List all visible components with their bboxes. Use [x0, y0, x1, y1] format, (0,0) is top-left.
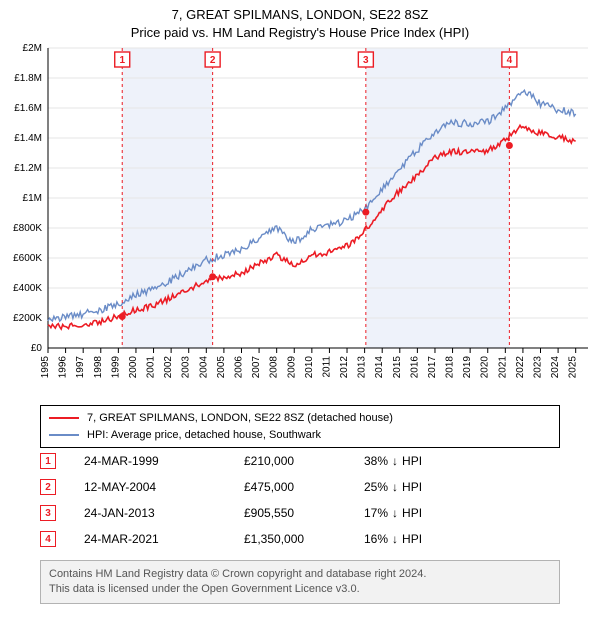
sale-date: 12-MAY-2004	[84, 480, 244, 494]
sale-row: 3 24-JAN-2013£905,55017% ↓ HPI	[40, 500, 560, 526]
sale-date: 24-MAR-2021	[84, 532, 244, 546]
legend-row-subject: 7, GREAT SPILMANS, LONDON, SE22 8SZ (det…	[49, 410, 551, 427]
svg-text:2000: 2000	[128, 356, 139, 379]
sale-marker: 1	[40, 453, 56, 469]
sale-delta: 17% ↓ HPI	[364, 506, 474, 520]
sale-row: 4 24-MAR-2021£1,350,00016% ↓ HPI	[40, 526, 560, 552]
svg-text:£600K: £600K	[13, 253, 42, 264]
attribution-line2: This data is licensed under the Open Gov…	[49, 582, 551, 597]
sale-price: £475,000	[244, 480, 364, 494]
attribution-line1: Contains HM Land Registry data © Crown c…	[49, 567, 551, 582]
svg-text:2007: 2007	[251, 356, 262, 379]
svg-text:1996: 1996	[58, 356, 69, 379]
sale-delta: 16% ↓ HPI	[364, 532, 474, 546]
svg-text:£0: £0	[31, 343, 43, 354]
svg-text:£200K: £200K	[13, 313, 42, 324]
svg-text:1: 1	[119, 55, 125, 66]
svg-text:2021: 2021	[497, 356, 508, 379]
sales-table: 1 24-MAR-1999£210,00038% ↓ HPI 2 12-MAY-200…	[40, 448, 560, 552]
svg-text:2001: 2001	[146, 356, 157, 379]
svg-text:2024: 2024	[550, 356, 561, 379]
sale-price: £1,350,000	[244, 532, 364, 546]
legend-swatch-subject	[49, 417, 79, 419]
svg-text:2004: 2004	[198, 356, 209, 379]
svg-text:2023: 2023	[533, 356, 544, 379]
svg-text:2013: 2013	[357, 356, 368, 379]
svg-text:2015: 2015	[392, 356, 403, 379]
arrow-down-icon: ↓	[392, 532, 398, 546]
svg-text:2: 2	[210, 55, 216, 66]
sale-row: 2 12-MAY-2004£475,00025% ↓ HPI	[40, 474, 560, 500]
arrow-down-icon: ↓	[392, 454, 398, 468]
svg-text:2008: 2008	[269, 356, 280, 379]
svg-text:£1.2M: £1.2M	[14, 163, 42, 174]
svg-text:£1.8M: £1.8M	[14, 73, 42, 84]
svg-text:2025: 2025	[568, 356, 579, 379]
svg-text:4: 4	[507, 55, 513, 66]
svg-text:2003: 2003	[181, 356, 192, 379]
sale-marker: 2	[40, 479, 56, 495]
title-block: 7, GREAT SPILMANS, LONDON, SE22 8SZ Pric…	[0, 0, 600, 41]
sale-price: £905,550	[244, 506, 364, 520]
svg-text:2022: 2022	[515, 356, 526, 379]
attribution: Contains HM Land Registry data © Crown c…	[40, 560, 560, 604]
sale-marker: 4	[40, 531, 56, 547]
svg-text:3: 3	[363, 55, 369, 66]
legend-swatch-hpi	[49, 434, 79, 436]
svg-text:2010: 2010	[304, 356, 315, 379]
svg-text:1999: 1999	[110, 356, 121, 379]
svg-text:2014: 2014	[374, 356, 385, 379]
svg-text:1995: 1995	[40, 356, 51, 379]
svg-text:2006: 2006	[233, 356, 244, 379]
svg-text:1998: 1998	[93, 356, 104, 379]
svg-text:2012: 2012	[339, 356, 350, 379]
sale-delta: 25% ↓ HPI	[364, 480, 474, 494]
address-title: 7, GREAT SPILMANS, LONDON, SE22 8SZ	[0, 6, 600, 24]
svg-text:2002: 2002	[163, 356, 174, 379]
svg-text:£400K: £400K	[13, 283, 42, 294]
svg-text:2009: 2009	[286, 356, 297, 379]
svg-text:£2M: £2M	[23, 43, 42, 54]
svg-text:£1.6M: £1.6M	[14, 103, 42, 114]
subtitle: Price paid vs. HM Land Registry's House …	[0, 24, 600, 42]
sale-price: £210,000	[244, 454, 364, 468]
sale-date: 24-JAN-2013	[84, 506, 244, 520]
legend-label-subject: 7, GREAT SPILMANS, LONDON, SE22 8SZ (det…	[87, 410, 393, 427]
legend: 7, GREAT SPILMANS, LONDON, SE22 8SZ (det…	[40, 405, 560, 448]
svg-text:2005: 2005	[216, 356, 227, 379]
svg-text:2019: 2019	[462, 356, 473, 379]
sale-date: 24-MAR-1999	[84, 454, 244, 468]
svg-text:£1M: £1M	[23, 193, 42, 204]
sale-marker: 3	[40, 505, 56, 521]
svg-text:£1.4M: £1.4M	[14, 133, 42, 144]
sale-row: 1 24-MAR-1999£210,00038% ↓ HPI	[40, 448, 560, 474]
arrow-down-icon: ↓	[392, 506, 398, 520]
arrow-down-icon: ↓	[392, 480, 398, 494]
svg-text:2017: 2017	[427, 356, 438, 379]
svg-text:2016: 2016	[409, 356, 420, 379]
svg-text:2018: 2018	[445, 356, 456, 379]
svg-text:£800K: £800K	[13, 223, 42, 234]
legend-label-hpi: HPI: Average price, detached house, Sout…	[87, 427, 321, 444]
svg-text:2020: 2020	[480, 356, 491, 379]
legend-row-hpi: HPI: Average price, detached house, Sout…	[49, 427, 551, 444]
svg-text:1997: 1997	[75, 356, 86, 379]
svg-text:2011: 2011	[321, 356, 332, 378]
sale-delta: 38% ↓ HPI	[364, 454, 474, 468]
price-chart: £0 £200K £400K £600K £800K £1M £1.2M £1.4M £1.6M…	[0, 40, 600, 400]
